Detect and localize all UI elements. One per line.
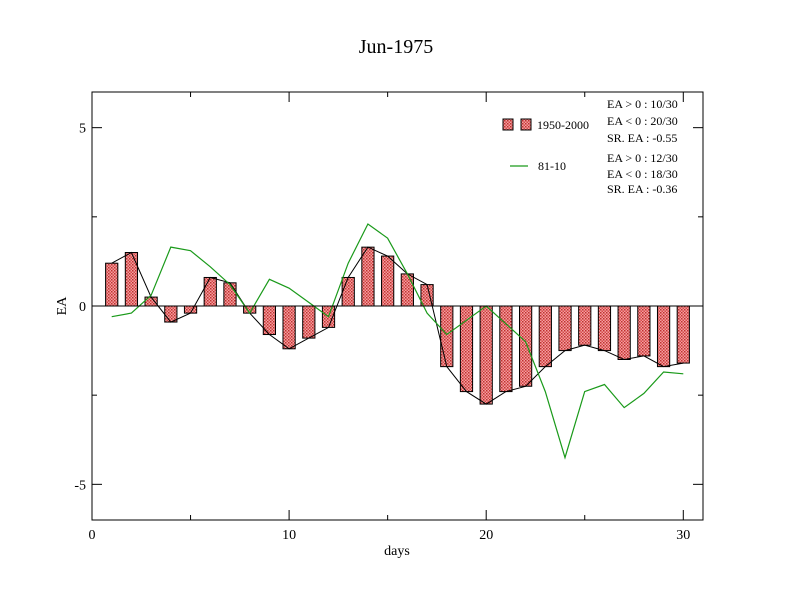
y-tick-label: 5 (79, 122, 86, 137)
bar-day-18 (440, 305, 454, 368)
series-line-81-10 (111, 223, 684, 460)
bar-day-1 (105, 262, 119, 307)
bar-day-2 (124, 252, 139, 307)
bar-day-19 (459, 305, 474, 393)
bars-group (105, 246, 690, 405)
bar-day-20 (479, 305, 493, 405)
bar-day-7 (223, 282, 237, 307)
bar-day-25 (578, 305, 592, 346)
bar-day-21 (499, 305, 513, 393)
bar-day-24 (558, 305, 572, 352)
bar-day-15 (381, 255, 395, 307)
lines-group (111, 223, 684, 460)
bar-day-29 (656, 305, 671, 368)
x-tick-label: 10 (282, 528, 296, 543)
x-axis-label: days (384, 544, 410, 559)
x-tick-label: 20 (479, 528, 493, 543)
bar-day-30 (676, 305, 690, 364)
bar-day-6 (203, 276, 217, 307)
bar-day-28 (637, 305, 651, 357)
bar-day-14 (361, 246, 375, 307)
bar-day-27 (617, 305, 631, 360)
legend-stat-1-1: EA > 0 : 10/30 (607, 97, 678, 111)
legend-stat-1-2: EA < 0 : 20/30 (607, 114, 678, 128)
chart-title: Jun-1975 (359, 36, 433, 58)
bar-day-13 (341, 276, 355, 307)
legend-stat-1-3: SR. EA : -0.55 (607, 131, 677, 145)
y-tick-label: -5 (74, 478, 86, 493)
bar-day-26 (597, 305, 612, 352)
series-line-1950-2000 (111, 246, 684, 405)
y-axis-label: EA (55, 296, 70, 316)
legend-label-1950-2000: 1950-2000 (537, 118, 589, 132)
legend-swatch-1950-2000-a (502, 118, 514, 131)
x-tick-label: 0 (89, 528, 96, 543)
legend-swatch-1950-2000-b (520, 118, 532, 131)
bar-day-22 (519, 305, 533, 387)
bar-day-10 (282, 305, 296, 350)
axis-ticks: 0 10 20 30 -5 0 5 (74, 92, 703, 543)
x-tick-label: 30 (676, 528, 690, 543)
y-tick-label: 0 (79, 300, 86, 315)
legend-stat-2-1: EA > 0 : 12/30 (607, 151, 678, 165)
bar-day-16 (400, 273, 414, 307)
legend-stat-2-2: EA < 0 : 18/30 (607, 167, 678, 181)
legend-stat-2-3: SR. EA : -0.36 (607, 182, 677, 196)
legend: 1950-2000 EA > 0 : 10/30 EA < 0 : 20/30 … (502, 97, 678, 196)
bar-day-11 (302, 305, 316, 339)
bar-day-23 (538, 305, 552, 368)
legend-label-81-10: 81-10 (538, 159, 566, 173)
